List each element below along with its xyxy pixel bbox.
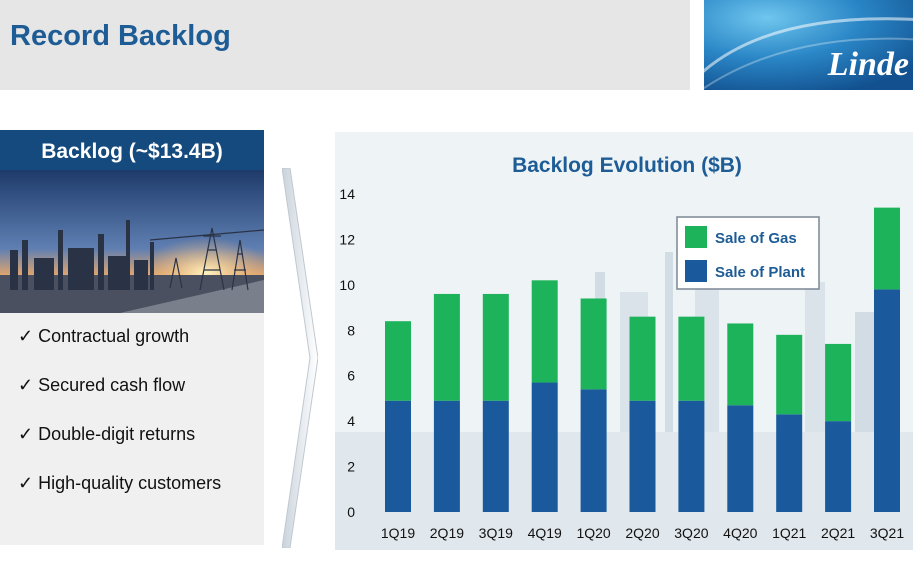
y-tick-label: 4: [347, 413, 355, 429]
logo-swoosh-icon: [704, 0, 913, 90]
y-tick-label: 8: [347, 322, 355, 338]
bar-sale-of-plant: [629, 400, 656, 512]
x-tick-label: 4Q20: [723, 525, 757, 541]
bar-sale-of-plant: [385, 400, 411, 512]
linde-logo: Linde: [704, 0, 913, 90]
legend-label-plant: Sale of Plant: [715, 264, 805, 281]
legend-label-gas: Sale of Gas: [715, 230, 797, 247]
x-tick-label: 3Q19: [479, 525, 513, 541]
bar-sale-of-gas: [629, 316, 656, 401]
legend: Sale of Gas Sale of Plant: [676, 216, 820, 290]
y-axis: 0 2 4 6 8 10 12 14: [339, 186, 355, 520]
bullet-contractual-growth: ✓ Contractual growth: [18, 326, 190, 346]
bar-sale-of-gas: [580, 298, 607, 390]
chart-panel: Backlog Evolution ($B) 0 2 4 6 8 10 12 14 1Q19 2…: [335, 132, 913, 550]
bar-sale-of-gas: [825, 343, 852, 422]
bar-sale-of-plant: [580, 389, 607, 512]
backlog-chart: Backlog Evolution ($B) 0 2 4 6 8 10 12 14 1Q19 2…: [335, 132, 913, 550]
bar-sale-of-plant: [531, 382, 558, 512]
bar-sale-of-plant: [825, 421, 852, 512]
x-tick-label: 2Q19: [430, 525, 464, 541]
bullet-double-digit-returns: ✓ Double-digit returns: [18, 424, 196, 444]
x-tick-label: 2Q21: [821, 525, 855, 541]
bar-sale-of-gas: [433, 293, 460, 401]
chart-background: [335, 132, 913, 550]
backlog-panel: Backlog (~$13.4B): [0, 130, 264, 545]
x-tick-label: 3Q20: [674, 525, 708, 541]
bar-sale-of-plant: [776, 414, 803, 512]
x-axis: 1Q19 2Q19 3Q19 4Q19 1Q20 2Q20 3Q20 4Q20 1Q21 2Q21…: [381, 525, 904, 541]
bar-sale-of-gas: [727, 323, 754, 406]
y-tick-label: 0: [347, 504, 355, 520]
chevron-right-icon: [282, 168, 318, 548]
x-tick-label: 4Q19: [528, 525, 562, 541]
bar-sale-of-gas: [874, 207, 900, 290]
y-tick-label: 12: [339, 231, 355, 247]
bar-sale-of-plant: [727, 405, 754, 512]
bar-sale-of-gas: [678, 316, 705, 401]
bullet-high-quality-customers: ✓ High-quality customers: [18, 473, 222, 493]
benefits-list: ✓ Contractual growth ✓ Secured cash flow…: [18, 326, 221, 522]
y-tick-label: 6: [347, 368, 355, 384]
x-tick-label: 2Q20: [625, 525, 659, 541]
bar-sale-of-plant: [433, 400, 460, 512]
logo-text: Linde: [827, 46, 909, 83]
bar-sale-of-gas: [531, 280, 558, 383]
x-tick-label: 1Q20: [576, 525, 610, 541]
bar-sale-of-gas: [482, 293, 509, 401]
title-bar: [0, 0, 690, 90]
x-tick-label: 3Q21: [870, 525, 904, 541]
y-tick-label: 14: [339, 186, 355, 202]
refinery-image-icon: [0, 170, 264, 313]
legend-swatch-gas: [685, 226, 707, 248]
y-tick-label: 10: [339, 277, 355, 293]
bar-sale-of-plant: [482, 400, 509, 512]
bar-sale-of-plant: [678, 400, 705, 512]
y-tick-label: 2: [347, 459, 355, 475]
bar-sale-of-gas: [385, 321, 411, 401]
legend-swatch-plant: [685, 260, 707, 282]
backlog-heading: Backlog (~$13.4B): [0, 130, 264, 170]
refinery-photo: [0, 170, 264, 313]
bar-sale-of-gas: [776, 334, 803, 415]
x-tick-label: 1Q21: [772, 525, 806, 541]
bullet-secured-cash-flow: ✓ Secured cash flow: [18, 375, 186, 395]
page-title: Record Backlog: [10, 20, 231, 52]
chart-title: Backlog Evolution ($B): [512, 154, 742, 177]
bar-sale-of-plant: [874, 289, 900, 512]
x-tick-label: 1Q19: [381, 525, 415, 541]
bars: [385, 207, 900, 512]
